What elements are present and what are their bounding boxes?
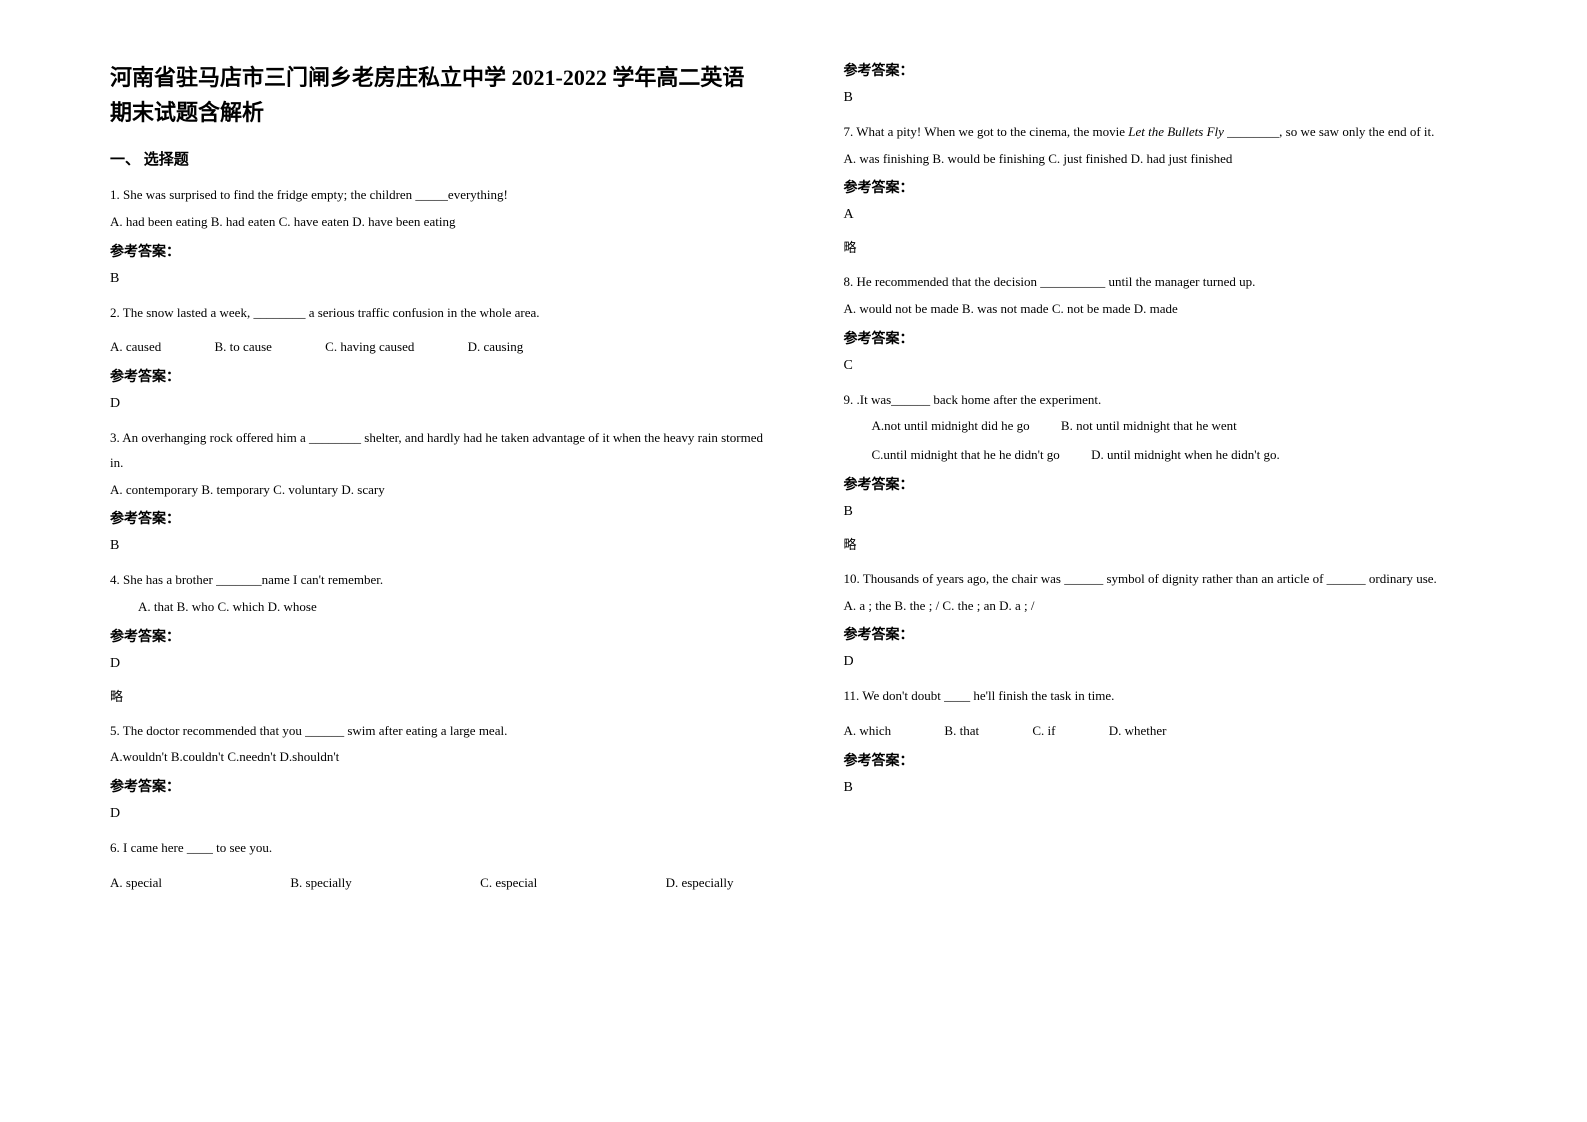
q3-answer-label: 参考答案： — [110, 508, 764, 528]
q6-opt-b: B. specially — [290, 871, 351, 896]
q8-text: 8. He recommended that the decision ____… — [844, 270, 1498, 295]
q4-note: 略 — [110, 686, 764, 705]
q8-answer: C — [844, 358, 1498, 374]
q6-options: A. special B. specially C. especial D. e… — [110, 871, 764, 896]
q5-answer: D — [110, 806, 764, 822]
q5-options: A.wouldn't B.couldn't C.needn't D.should… — [110, 745, 764, 770]
q8-answer-label: 参考答案： — [844, 328, 1498, 348]
q11-options: A. which B. that C. if D. whether — [844, 719, 1498, 744]
q11-opt-c: C. if — [1032, 723, 1055, 738]
q9-note: 略 — [844, 534, 1498, 553]
q9-answer-label: 参考答案： — [844, 474, 1498, 494]
q9-opt-b: B. not until midnight that he went — [1061, 418, 1237, 433]
q9-opt-c: C.until midnight that he he didn't go — [872, 447, 1060, 462]
q4-options: A. that B. who C. which D. whose — [110, 595, 764, 620]
right-column: 参考答案： B 7. What a pity! When we got to t… — [804, 60, 1518, 1082]
q9-opt-a: A.not until midnight did he go — [872, 418, 1030, 433]
page-container: 河南省驻马店市三门闸乡老房庄私立中学 2021-2022 学年高二英语期末试题含… — [0, 0, 1587, 1122]
q10-answer: D — [844, 654, 1498, 670]
q6-opt-d: D. especially — [666, 871, 734, 896]
q11-opt-b: B. that — [944, 723, 979, 738]
q3-options: A. contemporary B. temporary C. voluntar… — [110, 478, 764, 503]
q7-italic: Let the Bullets Fly — [1128, 124, 1224, 139]
q2-opt-b: B. to cause — [215, 339, 272, 354]
q2-answer-label: 参考答案： — [110, 366, 764, 386]
q1-answer-label: 参考答案： — [110, 241, 764, 261]
q6-answer-label: 参考答案： — [844, 60, 1498, 80]
q4-text: 4. She has a brother _______name I can't… — [110, 568, 764, 593]
q5-text: 5. The doctor recommended that you _____… — [110, 719, 764, 744]
q6-answer: B — [844, 90, 1498, 106]
q7-text: 7. What a pity! When we got to the cinem… — [844, 120, 1498, 145]
q7-options: A. was finishing B. would be finishing C… — [844, 147, 1498, 172]
q11-opt-d: D. whether — [1109, 723, 1167, 738]
q2-opt-c: C. having caused — [325, 339, 414, 354]
q11-text: 11. We don't doubt ____ he'll finish the… — [844, 684, 1498, 709]
q9-text: 9. .It was______ back home after the exp… — [844, 388, 1498, 413]
q3-answer: B — [110, 538, 764, 554]
q10-options: A. a ; the B. the ; / C. the ; an D. a ;… — [844, 594, 1498, 619]
q7-note: 略 — [844, 237, 1498, 256]
q11-opt-a: A. which — [844, 723, 892, 738]
section-1-header: 一、 选择题 — [110, 148, 764, 169]
q7-pre: 7. What a pity! When we got to the cinem… — [844, 124, 1129, 139]
q2-options: A. caused B. to cause C. having caused D… — [110, 335, 764, 360]
q2-opt-a: A. caused — [110, 339, 161, 354]
q7-post: ________, so we saw only the end of it. — [1224, 124, 1435, 139]
q8-options: A. would not be made B. was not made C. … — [844, 297, 1498, 322]
q6-opt-a: A. special — [110, 871, 162, 896]
q9-options-line1: A.not until midnight did he go B. not un… — [844, 414, 1498, 439]
q4-answer-label: 参考答案： — [110, 626, 764, 646]
q2-answer: D — [110, 396, 764, 412]
q10-answer-label: 参考答案： — [844, 624, 1498, 644]
q10-text: 10. Thousands of years ago, the chair wa… — [844, 567, 1498, 592]
q3-text: 3. An overhanging rock offered him a ___… — [110, 426, 764, 475]
q2-text: 2. The snow lasted a week, ________ a se… — [110, 301, 764, 326]
q4-answer: D — [110, 656, 764, 672]
q1-options: A. had been eating B. had eaten C. have … — [110, 210, 764, 235]
left-column: 河南省驻马店市三门闸乡老房庄私立中学 2021-2022 学年高二英语期末试题含… — [90, 60, 804, 1082]
q6-text: 6. I came here ____ to see you. — [110, 836, 764, 861]
q1-answer: B — [110, 271, 764, 287]
q2-opt-d: D. causing — [468, 339, 524, 354]
q7-answer: A — [844, 207, 1498, 223]
q11-answer-label: 参考答案： — [844, 750, 1498, 770]
q7-answer-label: 参考答案： — [844, 177, 1498, 197]
q11-answer: B — [844, 780, 1498, 796]
q6-opt-c: C. especial — [480, 871, 537, 896]
q9-answer: B — [844, 504, 1498, 520]
q9-opt-d: D. until midnight when he didn't go. — [1091, 447, 1280, 462]
q9-options-line2: C.until midnight that he he didn't go D.… — [844, 443, 1498, 468]
q1-text: 1. She was surprised to find the fridge … — [110, 183, 764, 208]
document-title: 河南省驻马店市三门闸乡老房庄私立中学 2021-2022 学年高二英语期末试题含… — [110, 60, 764, 130]
q5-answer-label: 参考答案： — [110, 776, 764, 796]
